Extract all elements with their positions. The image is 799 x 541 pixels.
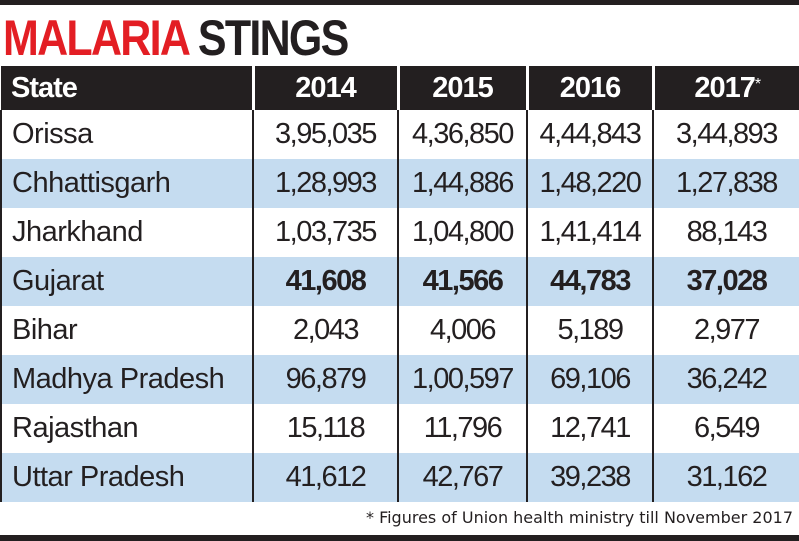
state-cell: Chhattisgarh xyxy=(0,159,253,208)
value-cell-2017: 1,27,838 xyxy=(652,159,799,208)
value-cell-2017: 36,242 xyxy=(652,355,799,404)
state-cell: Bihar xyxy=(0,306,253,355)
asterisk-mark: * xyxy=(754,75,761,93)
value-cell-2017: 6,549 xyxy=(652,404,799,453)
value-cell-2014: 41,612 xyxy=(252,453,398,502)
value-cell-2015: 41,566 xyxy=(397,257,527,306)
header-2017-label: 2017 xyxy=(694,71,756,104)
header-2014: 2014 xyxy=(251,66,398,110)
value-cell-2016: 44,783 xyxy=(526,257,653,306)
header-2016: 2016 xyxy=(525,66,653,110)
title-black: STINGS xyxy=(197,10,349,66)
value-cell-2017: 3,44,893 xyxy=(652,110,799,159)
value-cell-2016: 5,189 xyxy=(526,306,653,355)
bottom-rule xyxy=(0,535,799,541)
value-cell-2015: 1,04,800 xyxy=(397,208,527,257)
value-cell-2014: 41,608 xyxy=(252,257,398,306)
value-cell-2015: 4,006 xyxy=(397,306,527,355)
footnote: * Figures of Union health ministry till … xyxy=(365,508,793,527)
value-cell-2015: 11,796 xyxy=(397,404,527,453)
value-cell-2014: 1,03,735 xyxy=(252,208,398,257)
table-row: Jharkhand 1,03,735 1,04,800 1,41,414 88,143 xyxy=(0,208,799,257)
state-cell: Uttar Pradesh xyxy=(0,453,253,502)
state-cell: Rajasthan xyxy=(0,404,253,453)
header-row: State 2014 2015 2016 2017* xyxy=(1,66,799,110)
page-title: MALARIA STINGS xyxy=(3,10,349,66)
header-2017: 2017* xyxy=(651,66,799,110)
table-row: Rajasthan 15,118 11,796 12,741 6,549 xyxy=(0,404,799,453)
state-cell: Madhya Pradesh xyxy=(0,355,253,404)
value-cell-2016: 12,741 xyxy=(526,404,653,453)
table-row: Chhattisgarh 1,28,993 1,44,886 1,48,220 1,27… xyxy=(0,159,799,208)
value-cell-2017: 2,977 xyxy=(652,306,799,355)
value-cell-2016: 1,48,220 xyxy=(526,159,653,208)
value-cell-2014: 3,95,035 xyxy=(252,110,398,159)
top-rule xyxy=(0,0,799,5)
value-cell-2015: 1,44,886 xyxy=(397,159,527,208)
value-cell-2017: 88,143 xyxy=(652,208,799,257)
header-2015: 2015 xyxy=(396,66,527,110)
value-cell-2015: 4,36,850 xyxy=(397,110,527,159)
value-cell-2015: 42,767 xyxy=(397,453,527,502)
table-row: Uttar Pradesh 41,612 42,767 39,238 31,162 xyxy=(0,453,799,502)
table-row: Bihar 2,043 4,006 5,189 2,977 xyxy=(0,306,799,355)
state-cell: Gujarat xyxy=(0,257,253,306)
state-cell: Jharkhand xyxy=(0,208,253,257)
value-cell-2014: 1,28,993 xyxy=(252,159,398,208)
table-row: Orissa 3,95,035 4,36,850 4,44,843 3,44,893 xyxy=(0,110,799,159)
table-row: Madhya Pradesh 96,879 1,00,597 69,106 36,242 xyxy=(0,355,799,404)
value-cell-2016: 4,44,843 xyxy=(526,110,653,159)
malaria-table: State 2014 2015 2016 2017* Orissa 3,95,03… xyxy=(0,66,799,502)
value-cell-2016: 69,106 xyxy=(526,355,653,404)
value-cell-2014: 96,879 xyxy=(252,355,398,404)
value-cell-2014: 2,043 xyxy=(252,306,398,355)
value-cell-2015: 1,00,597 xyxy=(397,355,527,404)
state-cell: Orissa xyxy=(0,110,253,159)
value-cell-2017: 37,028 xyxy=(652,257,799,306)
value-cell-2016: 39,238 xyxy=(526,453,653,502)
value-cell-2016: 1,41,414 xyxy=(526,208,653,257)
value-cell-2014: 15,118 xyxy=(252,404,398,453)
table-row: Gujarat 41,608 41,566 44,783 37,028 xyxy=(0,257,799,306)
value-cell-2017: 31,162 xyxy=(652,453,799,502)
title-red: MALARIA xyxy=(3,10,189,66)
header-state: State xyxy=(1,66,253,110)
